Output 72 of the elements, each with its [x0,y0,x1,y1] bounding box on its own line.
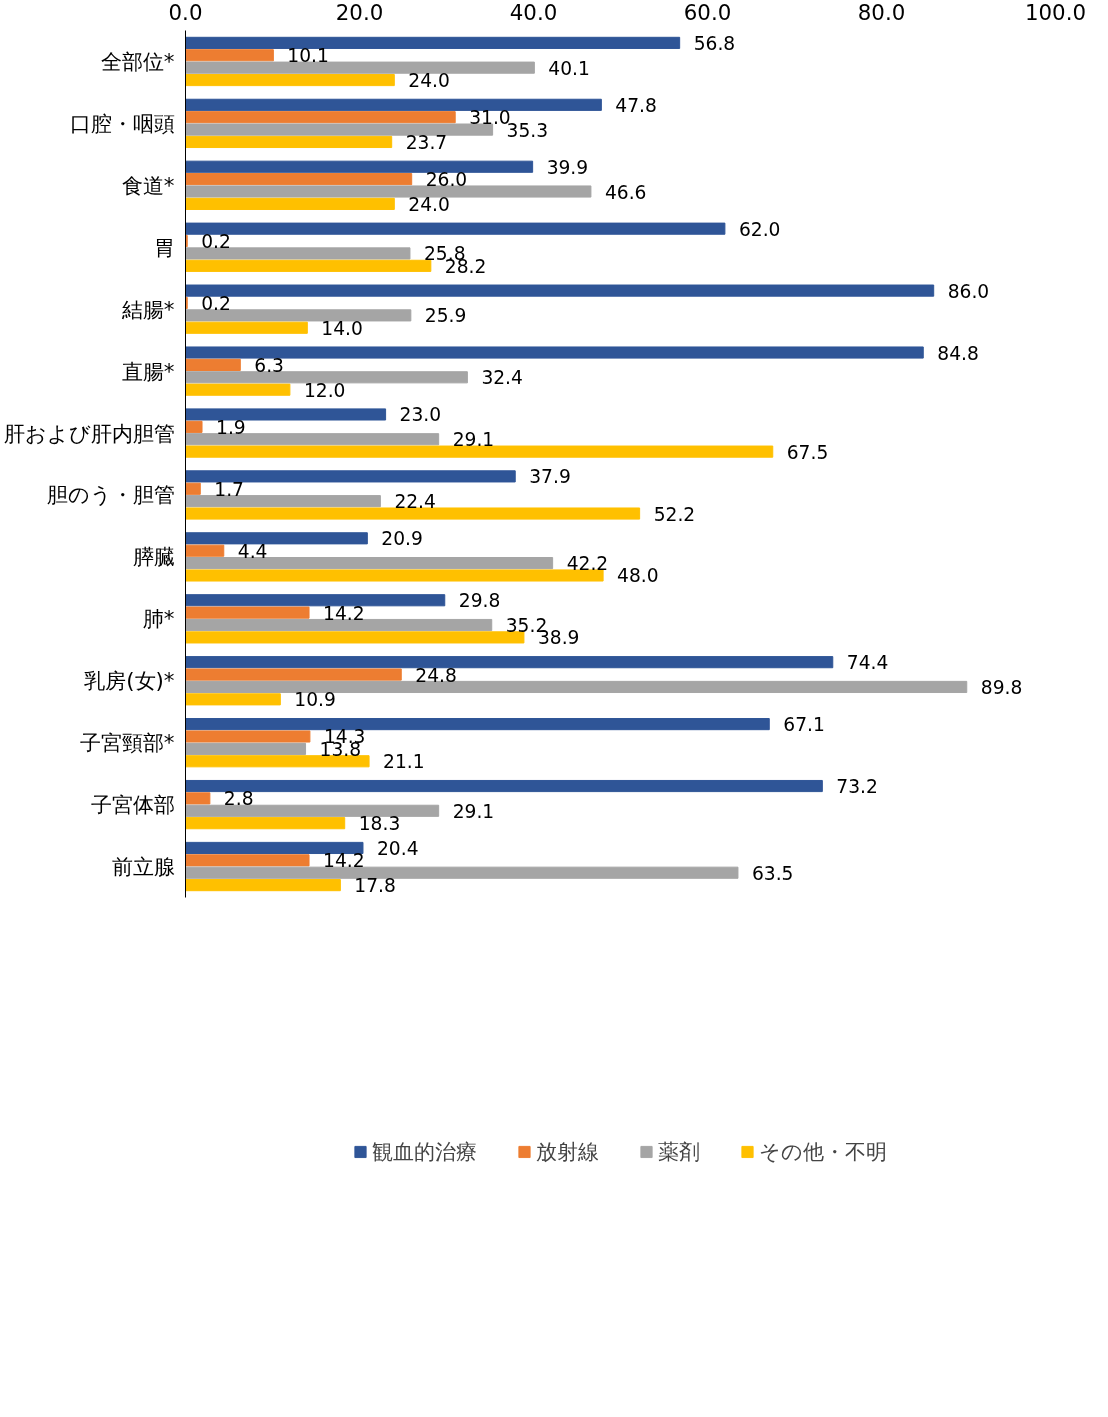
data-label: 21.1 [383,751,425,773]
data-label: 2.8 [223,788,254,810]
y-tick-label: 胃 [153,234,175,260]
data-label: 10.9 [294,689,336,711]
data-label: 24.0 [408,70,450,92]
data-label: 29.1 [452,800,495,822]
data-label: 67.1 [783,714,825,736]
data-label: 42.2 [566,553,609,575]
data-label: 24.0 [408,193,450,215]
data-label: 6.3 [254,354,284,376]
data-label: 24.8 [415,664,457,686]
data-label: 25.9 [424,305,467,327]
legend-label: その他・不明 [759,1137,887,1166]
data-label: 32.4 [481,367,523,389]
x-tick-label: 20.0 [335,0,384,25]
data-label: 1.7 [214,478,244,500]
data-label: 56.8 [693,32,736,54]
data-label: 84.8 [937,342,979,364]
data-label: 67.5 [786,441,829,463]
data-label: 14.2 [323,850,365,872]
x-tick-label: 0.0 [168,0,203,25]
y-tick-label: 膵臓 [132,544,175,570]
y-tick-label: 乳房(女)* [84,668,175,694]
data-label: 14.2 [323,602,365,624]
y-tick-label: 肺* [142,606,175,632]
y-tick-label: 直腸* [121,358,175,384]
data-label: 20.4 [376,837,419,859]
data-label: 23.7 [405,131,448,153]
y-tick-label: 胆のう・胆管 [46,482,175,508]
data-label: 74.4 [846,652,889,674]
data-label: 73.2 [836,776,878,798]
data-label: 62.0 [738,218,781,240]
y-tick-label: 肝および肝内胆管 [3,420,175,446]
data-label: 23.0 [399,404,442,426]
data-label: 1.9 [216,416,246,438]
legend-label: 放射線 [536,1137,599,1166]
data-label: 12.0 [303,379,346,401]
data-label: 46.6 [604,181,647,203]
y-tick-label: 子宮頸部* [79,730,175,756]
legend-label: 観血的治療 [372,1137,477,1166]
data-label: 22.4 [394,491,436,513]
x-tick-label: 80.0 [857,0,906,25]
data-label: 0.2 [201,292,231,314]
data-label: 48.0 [617,565,659,587]
y-tick-label: 子宮体部 [90,792,175,818]
data-label: 52.2 [653,503,696,525]
data-label: 20.9 [381,528,423,550]
data-label: 29.8 [458,590,501,612]
data-label: 47.8 [615,94,657,116]
y-tick-label: 全部位* [100,48,175,74]
y-tick-label: 結腸* [120,296,175,322]
data-label: 26.0 [425,169,468,191]
x-tick-label: 40.0 [509,0,558,25]
x-tick-label: 100.0 [1024,0,1087,25]
legend-label: 薬剤 [658,1137,700,1166]
data-label: 40.1 [548,57,590,79]
data-label: 39.9 [546,156,589,178]
data-label: 86.0 [947,280,990,302]
data-label: 0.2 [201,231,231,253]
data-label: 37.9 [529,466,571,488]
y-tick-label: 口腔・咽頭 [69,110,175,136]
data-label: 10.1 [287,45,329,67]
data-label: 4.4 [237,540,268,562]
x-tick-label: 60.0 [683,0,732,25]
data-label: 14.0 [321,317,363,339]
data-label: 17.8 [354,875,396,897]
data-label: 89.8 [980,676,1023,698]
data-label: 18.3 [358,813,401,835]
y-tick-label: 前立腺 [111,854,175,880]
y-tick-label: 食道* [121,172,175,198]
data-label: 63.5 [751,862,794,884]
data-label: 29.1 [452,429,495,451]
